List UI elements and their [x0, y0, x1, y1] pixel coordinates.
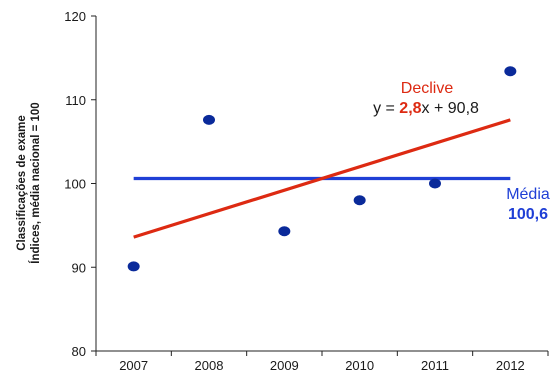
x-tick-label: 2011: [421, 358, 449, 372]
equation-slope: 2,8: [399, 100, 421, 117]
y-tick-label: 90: [72, 260, 86, 275]
x-tick-label: 2012: [496, 358, 525, 372]
data-point-2010: [353, 195, 366, 206]
y-tick-label: 110: [65, 93, 86, 108]
x-tick-label: 2010: [345, 358, 374, 372]
y-axis-title-line2: Índices, média nacional = 100: [29, 102, 42, 263]
mean-label: Média: [506, 186, 550, 203]
data-point-2012: [504, 66, 517, 77]
trend-line-group: [133, 118, 511, 239]
equation-suffix: x + 90,8: [422, 100, 479, 117]
data-points: [127, 66, 517, 272]
data-point-2009: [278, 226, 291, 237]
data-point-2007: [127, 261, 140, 272]
y-axis-title-line1: Classificações de exame: [16, 115, 28, 251]
x-tick-label: 2007: [119, 358, 148, 372]
declive-label: Declive: [401, 80, 454, 97]
y-tick-label: 80: [72, 344, 86, 359]
y-tick-label: 120: [64, 9, 86, 24]
x-tick-label: 2009: [270, 358, 299, 372]
equation-box: [358, 95, 490, 117]
data-point-2008: [203, 114, 215, 125]
data-point-2011: [429, 178, 441, 189]
trend-equation: y = 2,8x + 90,8: [373, 100, 479, 117]
trend-line: [133, 118, 511, 239]
y-tick-label: 100: [64, 177, 86, 192]
x-tick-label: 2008: [195, 358, 224, 372]
axis-ticks: 80 90 100 110 120 2007 2008 2009 2010 2011 2012: [64, 9, 549, 372]
equation-prefix: y =: [373, 100, 399, 117]
mean-value: 100,6: [508, 206, 548, 223]
